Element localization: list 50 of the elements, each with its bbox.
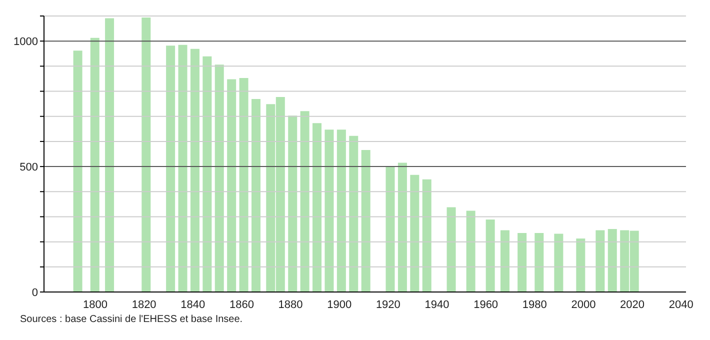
x-tick-label: 2020 [620,298,645,311]
bar [446,207,456,292]
x-tick-label: 2040 [668,298,694,311]
x-tick-label: 1860 [229,298,254,311]
y-tick-label: 1000 [14,36,38,48]
bar [288,116,298,292]
x-tick-label: 1840 [180,298,206,311]
x-tick-label: 1920 [376,298,400,311]
bar [239,78,248,292]
bar [312,123,322,292]
x-tick-label: 1900 [327,298,352,311]
bar [361,150,370,292]
bar [410,174,420,292]
bar [324,130,334,292]
x-tick-label: 2000 [571,298,596,311]
bar [608,229,617,292]
bar [90,38,100,292]
x-tick-label: 1940 [424,298,450,311]
y-tick-label: 500 [20,161,38,174]
bar [300,111,310,292]
bar [178,44,188,292]
source-note: Sources : base Cassini de l'EHESS et base Insee. [20,314,244,325]
x-tick-label: 1980 [522,298,547,311]
bar [214,64,224,292]
bar [190,48,200,292]
bar [422,179,432,292]
bar [349,136,358,292]
x-tick-label: 1820 [132,298,156,311]
bar [596,230,605,292]
bar [336,130,346,292]
bar [500,230,510,292]
bar [534,233,544,292]
bar [142,18,151,292]
bar [386,166,395,292]
y-tick-label: 0 [32,286,38,299]
x-tick-label: 1960 [474,298,498,311]
bar [202,56,212,292]
bar [166,46,176,292]
bar [518,233,527,292]
bar [227,79,236,292]
bar [466,210,476,292]
bar [105,18,114,292]
x-tick-label: 1880 [278,298,303,311]
x-tick-label: 1800 [83,298,108,311]
bar [576,238,586,292]
bar [486,219,495,292]
bar [73,50,82,292]
bar [398,162,407,292]
bar [251,99,260,292]
bar [554,234,564,292]
